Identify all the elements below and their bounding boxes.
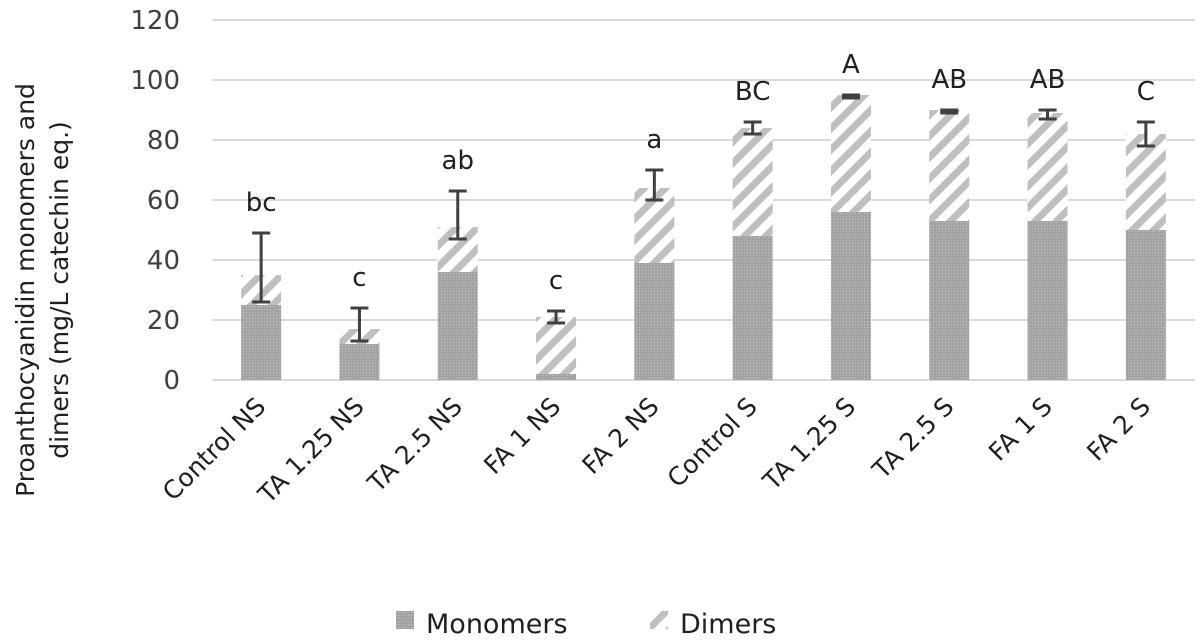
bar-dimers — [1125, 134, 1166, 230]
bar-dimers — [830, 95, 871, 212]
bar-dimers — [1027, 113, 1068, 221]
legend-swatch-dimers — [650, 611, 668, 629]
significance-letters: bc c ab c a BC A AB AB C — [246, 50, 1155, 296]
bar-dimers — [732, 128, 773, 236]
bar-monomers — [437, 272, 478, 380]
x-category-label: FA 2 NS — [577, 392, 665, 480]
x-category-label: TA 1.25 NS — [252, 392, 370, 510]
y-tick-label: 20 — [147, 306, 180, 336]
x-category-label: FA 1 NS — [478, 392, 566, 480]
bar-monomers — [536, 374, 577, 380]
legend-swatch-monomers — [396, 611, 414, 629]
legend: Monomers Dimers — [396, 609, 776, 640]
bar-monomers — [732, 236, 773, 380]
x-category-label: FA 1 S — [983, 392, 1058, 467]
bar-dimers — [536, 317, 577, 374]
x-category-label: Control S — [662, 392, 763, 493]
significance-letter: AB — [931, 65, 967, 95]
significance-letter: A — [842, 50, 860, 80]
significance-letter: AB — [1030, 65, 1066, 95]
bar-dimers — [929, 110, 970, 221]
bar-monomers — [634, 263, 675, 380]
significance-letter: c — [549, 266, 563, 296]
error-bar — [350, 306, 369, 343]
bars — [241, 95, 1166, 380]
significance-letter: BC — [735, 77, 771, 107]
error-bar — [743, 120, 762, 136]
y-axis-ticks: 0 20 40 60 80 100 120 — [130, 6, 180, 396]
bar-monomers — [830, 212, 871, 380]
legend-label-dimers: Dimers — [680, 609, 776, 640]
y-tick-label: 80 — [147, 126, 180, 156]
y-axis-title-line-1: Proanthocyanidin monomers and — [11, 83, 40, 497]
error-bar — [547, 309, 566, 325]
significance-letter: bc — [246, 188, 277, 218]
x-category-label: FA 2 S — [1081, 392, 1156, 467]
bar-monomers — [1027, 221, 1068, 380]
error-bar — [940, 108, 959, 115]
y-axis-title: Proanthocyanidin monomers and dimers (mg… — [11, 83, 74, 497]
error-bar — [841, 93, 860, 100]
significance-letter: ab — [442, 146, 474, 176]
bar-monomers — [339, 344, 380, 380]
y-tick-label: 60 — [147, 186, 180, 216]
y-tick-label: 0 — [163, 366, 180, 396]
y-axis-title-line-2: dimers (mg/L catechin eq.) — [45, 121, 74, 459]
error-bar — [1136, 120, 1155, 148]
x-category-label: TA 2.5 NS — [361, 392, 468, 499]
bar-monomers — [929, 221, 970, 380]
bar-monomers — [241, 305, 282, 380]
y-tick-label: 100 — [130, 66, 180, 96]
significance-letter: c — [352, 263, 366, 293]
error-bar — [645, 168, 664, 202]
y-tick-label: 40 — [147, 246, 180, 276]
legend-label-monomers: Monomers — [426, 609, 568, 640]
x-category-label: TA 2.5 S — [866, 392, 959, 485]
error-bar — [252, 231, 271, 304]
error-bar — [1038, 108, 1057, 121]
gridlines — [212, 19, 1195, 381]
bar-monomers — [1125, 230, 1166, 380]
x-category-label: TA 1.25 S — [757, 392, 862, 497]
error-bars — [252, 93, 1155, 343]
significance-letter: a — [646, 125, 662, 155]
significance-letter: C — [1137, 77, 1155, 107]
y-tick-label: 120 — [130, 6, 180, 36]
error-bar — [448, 189, 467, 241]
